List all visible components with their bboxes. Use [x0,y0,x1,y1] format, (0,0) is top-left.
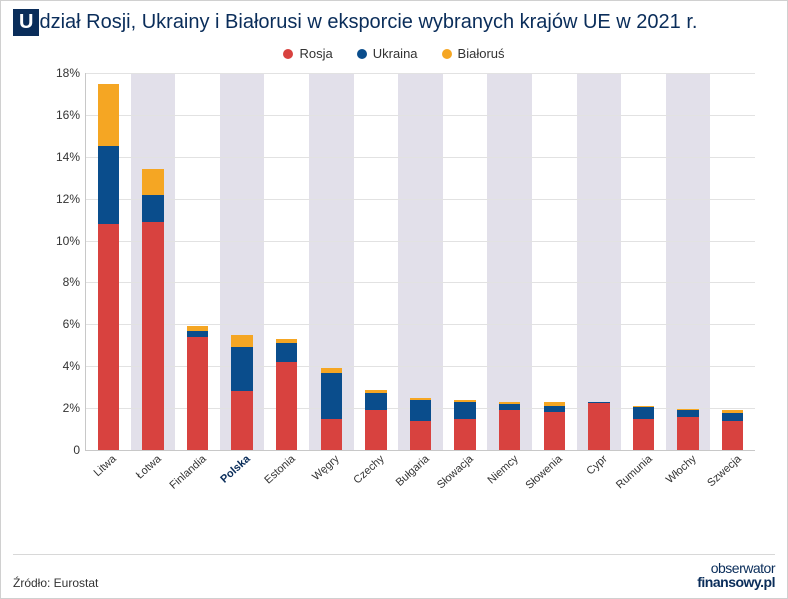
bar [276,339,297,450]
source-text: Źródło: Eurostat [13,576,98,590]
brand-line1: obserwator [697,561,775,576]
bar [677,409,698,450]
gridline [86,324,755,325]
x-axis-label: Szwecja [702,450,743,489]
bar [410,398,431,450]
gridline [86,199,755,200]
y-axis-label: 10% [56,234,86,248]
y-axis-label: 16% [56,108,86,122]
bar-segment [142,195,163,222]
bar-segment [142,222,163,450]
bar [722,410,743,450]
y-axis-label: 8% [63,275,86,289]
bar-segment [276,362,297,450]
y-axis-label: 6% [63,317,86,331]
x-axis-label: Łotwa [131,450,164,482]
y-axis-label: 4% [63,359,86,373]
bar [187,326,208,450]
legend: Rosja Ukraina Białoruś [1,46,787,61]
bar-segment [633,419,654,450]
legend-item: Rosja [283,46,332,61]
bar [231,335,252,450]
bar [544,402,565,450]
bar-segment [544,412,565,450]
bar-segment [98,146,119,223]
bar-segment [231,335,252,348]
bar-segment [321,419,342,450]
chart: 02%4%6%8%10%12%14%16%18%LitwaŁotwaFinlan… [51,73,761,503]
y-axis-label: 14% [56,150,86,164]
bar-segment [142,169,163,194]
x-axis-label: Cypr [582,450,610,477]
legend-swatch [283,49,293,59]
bar [98,83,119,450]
gridline [86,115,755,116]
bar-segment [231,347,252,391]
title-accent-letter: U [13,9,39,36]
bar-segment [588,403,609,450]
bar-segment [410,400,431,421]
bar [499,402,520,450]
legend-label: Rosja [299,46,332,61]
bar-segment [98,224,119,450]
legend-swatch [442,49,452,59]
title-text: dział Rosji, Ukrainy i Białorusi w ekspo… [39,11,697,34]
bar [633,406,654,450]
bar-segment [321,373,342,419]
x-axis-label: Słowacja [432,450,475,491]
y-axis-label: 2% [63,401,86,415]
bar [454,400,475,450]
footer: Źródło: Eurostat obserwator finansowy.pl [13,554,775,590]
bar [142,169,163,450]
bar-segment [187,337,208,450]
brand-logo: obserwator finansowy.pl [697,561,775,590]
bar-segment [276,343,297,362]
legend-item: Ukraina [357,46,418,61]
background-stripe [487,73,532,450]
x-axis-label: Bułgaria [391,450,432,489]
bar-segment [633,407,654,419]
bar-segment [231,391,252,450]
legend-swatch [357,49,367,59]
bar [588,402,609,450]
x-axis-label: Litwa [89,450,119,479]
bar-segment [722,421,743,450]
x-axis-label: Węgry [308,450,342,483]
bar-segment [454,402,475,419]
plot-area: 02%4%6%8%10%12%14%16%18%LitwaŁotwaFinlan… [85,73,755,451]
legend-label: Ukraina [373,46,418,61]
bar-segment [677,417,698,451]
legend-label: Białoruś [458,46,505,61]
x-axis-label: Rumunia [611,450,654,491]
bar-segment [365,393,386,410]
bar-segment [98,84,119,147]
bar [365,390,386,450]
gridline [86,241,755,242]
bar [321,368,342,450]
bar-segment [365,410,386,450]
x-axis-label: Estonia [259,450,297,486]
brand-line2: finansowy.pl [697,575,775,590]
bar-segment [499,410,520,450]
bar-segment [410,421,431,450]
background-stripe [398,73,443,450]
gridline [86,73,755,74]
legend-item: Białoruś [442,46,505,61]
y-axis-label: 0 [73,443,86,457]
bar-segment [454,419,475,450]
x-axis-label: Czechy [349,450,387,486]
chart-title: Udział Rosji, Ukrainy i Białorusi w eksp… [1,1,787,40]
background-stripe [666,73,711,450]
x-axis-label: Polska [216,450,253,486]
background-stripe [577,73,622,450]
gridline [86,282,755,283]
x-axis-label: Finlandia [164,450,208,492]
x-axis-label: Niemcy [482,450,520,486]
y-axis-label: 12% [56,192,86,206]
y-axis-label: 18% [56,66,86,80]
bar-segment [722,413,743,420]
x-axis-label: Słowenia [521,450,565,492]
x-axis-label: Włochy [661,450,699,486]
gridline [86,157,755,158]
